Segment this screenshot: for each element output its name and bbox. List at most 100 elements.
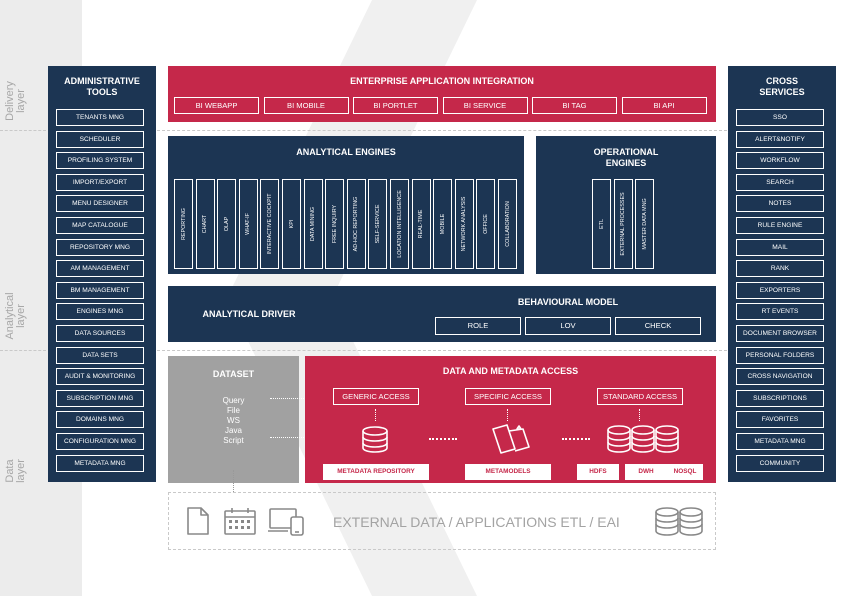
cross-item: RT EVENTS [736,303,824,321]
enterprise-application-integration-panel: ENTERPRISE APPLICATION INTEGRATION BI WE… [168,66,716,122]
eai-item: BI TAG [532,97,617,114]
cross-item: RANK [736,260,824,278]
dataset-source-item: File [227,406,240,415]
access-connector-3 [639,409,640,421]
analytical-engine-label: AD-HOC REPORTING [353,196,360,252]
operational-engine-item: ETL [592,179,611,269]
analytical-engine-item: FREE INQUIRY [325,179,345,269]
admin-item: METADATA MNG [56,454,144,472]
analytical-engine-item: COLLABORATION [498,179,517,269]
layer-separator-left-1 [0,130,46,131]
analytical-engine-item: KPI [282,179,301,269]
metamodel-documents-icon [492,424,530,454]
admin-item: REPOSITORY MNG [56,238,144,256]
generic-access-box: GENERIC ACCESS [333,388,419,405]
behavioural-model-item: LOV [525,317,611,335]
eai-item: BI PORTLET [353,97,438,114]
dwh-box: DWH [625,464,667,480]
analytical-engine-item: OFFICE [476,179,496,269]
data-metadata-access-title: DATA AND METADATA ACCESS [442,366,579,376]
cross-item: SUBSCRIPTIONS [736,389,824,407]
dataset-connector-down [233,470,234,492]
cross-item: COMMUNITY [736,454,824,472]
analytical-engine-label: FREE INQUIRY [331,204,338,244]
data-metadata-access-panel: DATA AND METADATA ACCESS GENERIC ACCESS … [305,356,716,483]
cross-item: MAIL [736,238,824,256]
operational-engine-label: EXTERNAL PROCESSES [620,192,627,256]
admin-item: SUBSCRIPTION MNG [56,389,144,407]
cross-item: SSO [736,109,824,126]
analytical-engine-label: INTERACTIVE COCKPIT [266,193,273,255]
dataset-source-list: Query File WS Java Script [168,396,299,446]
analytical-engine-label: OFFICE [482,214,489,234]
operational-engines-panel: OPERATIONAL ENGINES ETL EXTERNAL PROCESSE… [536,136,716,274]
cross-services-title: CROSS SERVICES [759,76,805,97]
metadata-repository-box: METADATA REPOSITORY [323,464,429,480]
layer-label-delivery-text: Delivery layer [4,81,27,121]
operational-engine-label: ETL [598,219,605,229]
admin-item: BM MANAGEMENT [56,281,144,299]
admin-item: CONFIGURATION MNG [56,433,144,450]
analytical-engines-panel: ANALYTICAL ENGINES REPORTING CHART OLAP WHA… [168,136,524,274]
cross-item: EXPORTERS [736,281,824,299]
external-data-panel: EXTERNAL DATA / APPLICATIONS ETL / EAI [168,492,716,550]
analytical-engines-title: ANALYTICAL ENGINES [296,147,396,157]
analytical-engine-label: COLLABORATION [504,201,511,247]
analytical-engine-label: OLAP [223,216,230,232]
analytical-engine-item: REAL-TIME [411,179,431,269]
calendar-icon [224,508,256,535]
eai-title: ENTERPRISE APPLICATION INTEGRATION [350,76,534,86]
analytical-engine-item: REPORTING [174,179,193,269]
cross-item: PERSONAL FOLDERS [736,346,824,364]
cross-item: METADATA MNG [736,433,824,450]
analytical-engine-label: SELF-SERVICE [374,204,381,244]
metamodels-box: METAMODELS [465,464,551,480]
layer-label-analytical-text: Analytical layer [4,292,27,340]
cross-item: DOCUMENT BROWSER [736,325,824,342]
external-data-label: EXTERNAL DATA / APPLICATIONS ETL / EAI [333,514,620,530]
database-icon [362,426,388,453]
analytical-engine-item: WHAT-IF [238,179,258,269]
cross-item: ALERT&NOTIFY [736,130,824,148]
layer-separator-left-2 [0,350,46,351]
admin-item: PROFILING SYSTEM [56,152,144,170]
eai-item: BI WEBAPP [174,97,259,114]
admin-item: SCHEDULER [56,130,144,148]
access-connector-2 [507,409,508,421]
layer-label-delivery: Delivery layer [4,56,27,146]
behavioural-model-title: BEHAVIOURAL MODEL [517,297,619,307]
cross-item: RULE ENGINE [736,217,824,234]
analytical-engine-item: AD-HOC REPORTING [346,179,366,269]
hdfs-box: HDFS [577,464,619,480]
analytical-driver-panel: ANALYTICAL DRIVER BEHAVIOURAL MODEL ROLE… [168,286,716,342]
db-connector-2 [562,438,590,440]
database-icon [655,507,703,536]
analytical-engine-label: MOBILE [439,213,446,235]
access-connector-1 [375,409,376,421]
analytical-driver-title: ANALYTICAL DRIVER [202,309,296,319]
analytical-engine-label: LOCATION INTELLIGENCE [396,190,403,258]
cross-services-panel: CROSS SERVICES SSO ALERT&NOTIFY WORKFLOW SE… [728,66,836,482]
behavioural-model-item: ROLE [435,317,521,335]
layer-separator-1 [157,130,727,131]
dataset-connector-2 [270,437,322,438]
analytical-engine-label: WHAT-IF [245,213,252,235]
eai-item: BI SERVICE [442,97,528,114]
standard-access-box: STANDARD ACCESS [597,388,683,405]
analytical-engine-item: DATA MINING [303,179,323,269]
analytical-engine-label: REPORTING [180,208,187,240]
admin-item: DATA SOURCES [56,325,144,342]
layer-label-analytical: Analytical layer [4,271,27,361]
analytical-engine-item: NETWORK ANALYSIS [454,179,474,269]
admin-item: MENU DESIGNER [56,195,144,213]
document-icon [187,507,209,535]
admin-item: MAP CATALOGUE [56,217,144,234]
cross-item: SEARCH [736,173,824,191]
dataset-source-item: Query [222,396,245,405]
layer-separator-2 [157,350,727,351]
multi-database-icon [607,425,679,453]
dataset-title: DATASET [212,369,255,379]
specific-access-box: SPECIFIC ACCESS [465,388,551,405]
admin-item: TENANTS MNG [56,109,144,126]
layer-label-data: Data layer [4,426,27,516]
